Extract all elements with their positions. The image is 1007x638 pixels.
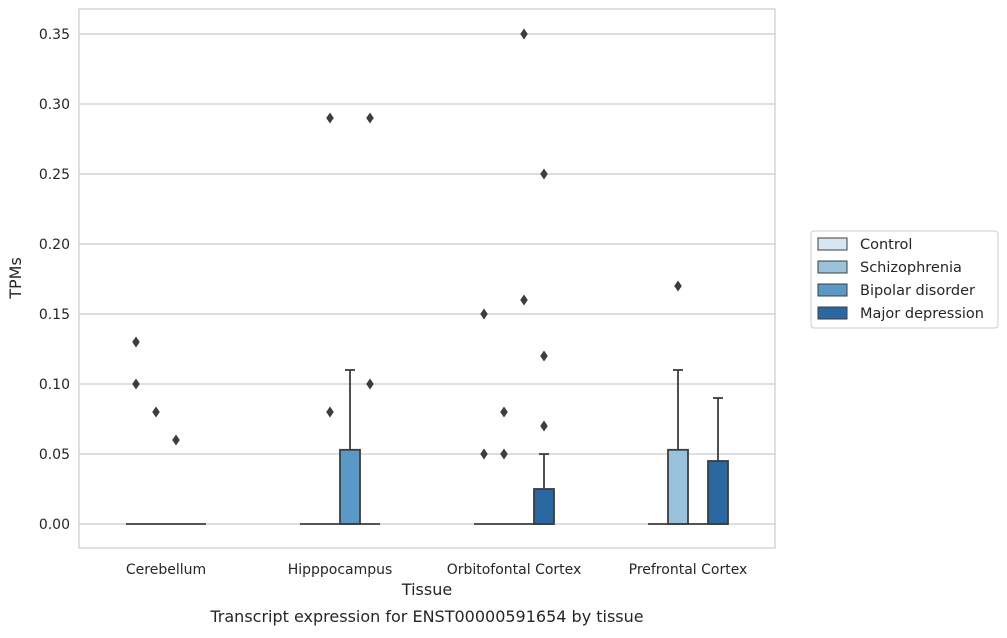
series-group <box>186 112 729 525</box>
box <box>667 448 689 525</box>
legend-label: Schizophrenia <box>860 260 962 276</box>
outlier-point <box>172 434 180 446</box>
outlier-point <box>366 378 374 390</box>
box <box>707 460 729 525</box>
y-tick-label: 0.05 <box>39 447 70 463</box>
x-axis-ticks: Cerebellum Hipppocampus Orbitofontal Corte… <box>126 562 747 578</box>
plot-area <box>126 28 729 525</box>
x-tick-label: Cerebellum <box>126 562 206 578</box>
legend-swatch <box>817 260 848 274</box>
outlier-point <box>326 112 334 124</box>
x-axis-title: Tissue <box>401 580 452 599</box>
series-group <box>146 112 689 525</box>
x-tick-label: Orbitofontal Cortex <box>447 562 582 578</box>
outlier-point <box>480 308 488 320</box>
series-group <box>126 308 668 525</box>
outlier-point <box>500 406 508 418</box>
chart-caption: Transcript expression for ENST0000059165… <box>209 607 643 626</box>
legend-swatch <box>817 306 848 320</box>
y-tick-label: 0.25 <box>39 167 70 183</box>
y-tick-label: 0.20 <box>39 237 70 253</box>
legend-label: Control <box>860 237 912 253</box>
x-tick-label: Hipppocampus <box>288 562 393 578</box>
legend: Control Schizophrenia Bipolar disorder Majo… <box>810 230 999 329</box>
series-group <box>166 28 708 525</box>
legend-swatch <box>817 237 848 251</box>
y-tick-label: 0.00 <box>39 517 70 533</box>
outlier-point <box>480 448 488 460</box>
box <box>339 448 361 525</box>
legend-frame <box>810 230 999 329</box>
y-tick-label: 0.10 <box>39 377 70 393</box>
legend-swatch <box>817 283 848 297</box>
y-tick-label: 0.35 <box>39 27 70 43</box>
outlier-point <box>520 294 528 306</box>
outlier-point <box>132 336 140 348</box>
outlier-point <box>152 406 160 418</box>
outlier-point <box>520 28 528 40</box>
outlier-point <box>132 378 140 390</box>
outlier-point <box>500 448 508 460</box>
outlier-point <box>366 112 374 124</box>
outlier-point <box>674 280 682 292</box>
grid-lines <box>79 33 775 525</box>
y-tick-label: 0.15 <box>39 307 70 323</box>
outlier-point <box>540 350 548 362</box>
x-tick-label: Prefrontal Cortex <box>629 562 748 578</box>
legend-label: Bipolar disorder <box>860 283 975 299</box>
outlier-point <box>540 420 548 432</box>
box <box>533 488 555 525</box>
legend-label: Major depression <box>860 306 984 322</box>
plot-frame <box>78 8 776 549</box>
outlier-point <box>326 406 334 418</box>
outlier-point <box>540 168 548 180</box>
y-tick-label: 0.30 <box>39 97 70 113</box>
y-axis-ticks: 0.00 0.05 0.10 0.15 0.20 0.25 0.30 0.35 <box>39 27 70 533</box>
y-axis-title: TPMs <box>6 257 25 300</box>
